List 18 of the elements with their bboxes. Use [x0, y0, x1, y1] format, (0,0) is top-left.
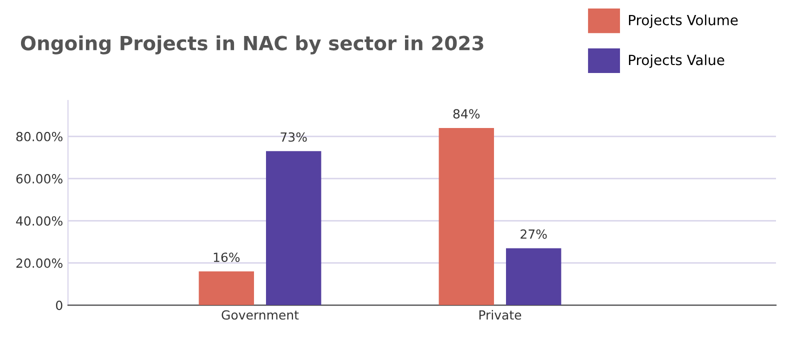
y-tick-label: 0 — [56, 300, 62, 310]
bar — [266, 151, 322, 306]
data-label: 73% — [280, 132, 307, 142]
bar — [506, 248, 562, 306]
y-tick-label: 80.00% — [16, 132, 62, 142]
bar — [438, 128, 494, 306]
bar — [198, 271, 254, 306]
x-tick-label: Government — [222, 310, 299, 320]
legend-label: Projects Value — [628, 54, 724, 68]
data-label: 84% — [453, 109, 480, 119]
x-tick-label: Private — [479, 310, 522, 320]
data-label: 27% — [520, 229, 547, 239]
y-tick-label: 20.00% — [16, 258, 62, 268]
y-tick-label: 60.00% — [16, 174, 62, 184]
chart-title: Ongoing Projects in NAC by sector in 2023 — [20, 35, 484, 54]
y-tick-label: 40.00% — [16, 216, 62, 226]
data-label: 16% — [214, 252, 240, 262]
legend-label: Projects Volume — [628, 14, 738, 28]
